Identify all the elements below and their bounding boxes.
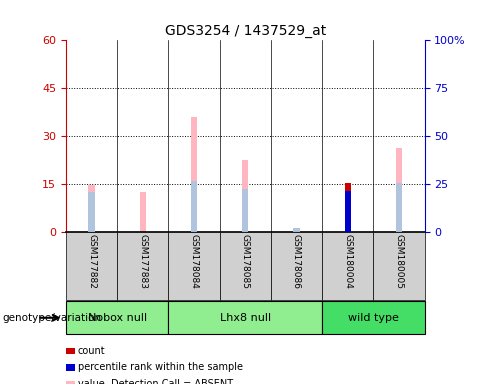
Bar bbox=[88, 192, 95, 232]
Bar bbox=[242, 189, 248, 232]
Bar bbox=[396, 183, 402, 232]
Bar bbox=[396, 147, 402, 232]
Bar bbox=[191, 181, 197, 232]
Text: GSM180005: GSM180005 bbox=[394, 234, 404, 289]
Text: count: count bbox=[78, 346, 105, 356]
Bar bbox=[373, 232, 425, 300]
Title: GDS3254 / 1437529_at: GDS3254 / 1437529_at bbox=[164, 24, 326, 38]
Text: GSM178086: GSM178086 bbox=[292, 234, 301, 289]
Text: Lhx8 null: Lhx8 null bbox=[220, 313, 271, 323]
Bar bbox=[271, 232, 322, 300]
Bar bbox=[345, 183, 351, 232]
Bar bbox=[168, 301, 322, 334]
Text: wild type: wild type bbox=[348, 313, 399, 323]
Bar bbox=[220, 232, 271, 300]
Bar bbox=[191, 117, 197, 232]
Text: value, Detection Call = ABSENT: value, Detection Call = ABSENT bbox=[78, 379, 233, 384]
Text: GSM180004: GSM180004 bbox=[343, 234, 352, 289]
Text: GSM178085: GSM178085 bbox=[241, 234, 250, 289]
Bar bbox=[345, 191, 351, 232]
Text: GSM177882: GSM177882 bbox=[87, 234, 96, 289]
Bar bbox=[293, 227, 300, 232]
Bar bbox=[168, 232, 220, 300]
Text: Nobox null: Nobox null bbox=[87, 313, 147, 323]
Text: genotype/variation: genotype/variation bbox=[2, 313, 102, 323]
Bar bbox=[322, 232, 373, 300]
Bar bbox=[322, 301, 425, 334]
Bar bbox=[66, 301, 168, 334]
Text: GSM178084: GSM178084 bbox=[189, 234, 199, 289]
Text: GSM177883: GSM177883 bbox=[138, 234, 147, 289]
Text: percentile rank within the sample: percentile rank within the sample bbox=[78, 362, 243, 372]
Bar bbox=[140, 192, 146, 232]
Bar bbox=[242, 161, 248, 232]
Bar bbox=[66, 232, 117, 300]
Bar bbox=[117, 232, 168, 300]
Bar bbox=[88, 185, 95, 232]
